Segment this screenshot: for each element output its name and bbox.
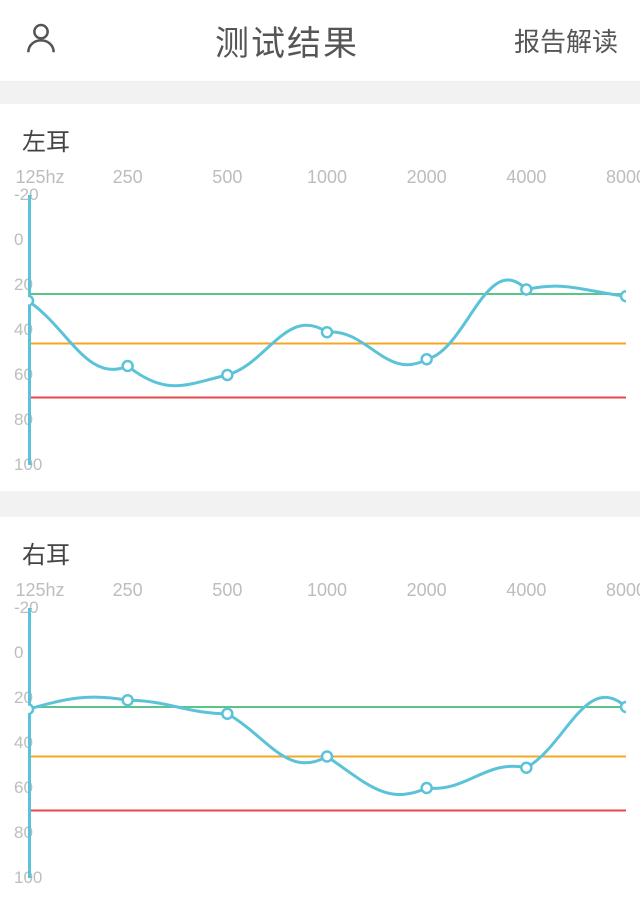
x-tick-label: 250 (113, 580, 143, 601)
data-point (422, 783, 432, 793)
x-tick-label: 8000 (606, 167, 640, 188)
chart: 125hz2505001000200040008000-200204060801… (14, 167, 626, 477)
chart: 125hz2505001000200040008000-200204060801… (14, 580, 626, 890)
x-tick-label: 250 (113, 167, 143, 188)
chart-title: 左耳 (22, 122, 632, 157)
x-tick-label: 2000 (407, 580, 447, 601)
x-tick-label: 4000 (506, 167, 546, 188)
data-point (28, 704, 33, 714)
x-tick-label: 500 (212, 167, 242, 188)
x-tick-label: 2000 (407, 167, 447, 188)
data-point (322, 752, 332, 762)
report-link[interactable]: 报告解读 (514, 22, 618, 59)
data-point (422, 354, 432, 364)
left-ear-card: 左耳125hz2505001000200040008000-2002040608… (0, 104, 640, 491)
x-tick-label: 500 (212, 580, 242, 601)
data-point (123, 695, 133, 705)
right-ear-card: 右耳125hz2505001000200040008000-2002040608… (0, 517, 640, 904)
data-point (621, 291, 626, 301)
profile-icon[interactable] (22, 19, 60, 62)
data-point (521, 285, 531, 295)
y-tick-label: 0 (14, 643, 23, 663)
spacer (0, 82, 640, 104)
header: 测试结果 报告解读 (0, 0, 640, 82)
x-tick-label: 8000 (606, 580, 640, 601)
data-point (521, 763, 531, 773)
x-axis-labels: 125hz2505001000200040008000 (14, 167, 626, 189)
data-point (222, 709, 232, 719)
data-point (222, 370, 232, 380)
x-axis-labels: 125hz2505001000200040008000 (14, 580, 626, 602)
data-point (123, 361, 133, 371)
y-tick-label: 0 (14, 230, 23, 250)
data-line (28, 697, 626, 794)
x-tick-label: 1000 (307, 580, 347, 601)
page-title: 测试结果 (60, 16, 514, 65)
data-point (322, 327, 332, 337)
spacer (0, 491, 640, 517)
x-tick-label: 1000 (307, 167, 347, 188)
x-tick-label: 4000 (506, 580, 546, 601)
data-point (621, 702, 626, 712)
plot-area (28, 608, 626, 878)
chart-title: 右耳 (22, 535, 632, 570)
plot-area (28, 195, 626, 465)
data-point (28, 296, 33, 306)
